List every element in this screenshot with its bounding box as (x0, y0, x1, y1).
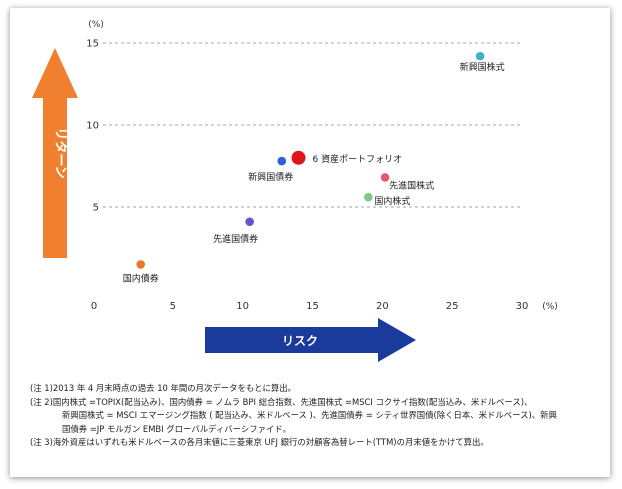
data-point-label: 新興国債券 (248, 171, 293, 183)
chart-card (10, 8, 610, 477)
x-axis-label: リスク (282, 334, 318, 348)
x-tick-label: 15 (306, 301, 319, 312)
data-point-label: 国内債券 (123, 272, 159, 284)
data-point (291, 150, 306, 165)
x-tick-label: 0 (91, 301, 97, 312)
footnote-3: (注 3)海外資産はいずれも米ドルベースの各月末値に三菱東京 UFJ 銀行の対顧… (30, 437, 489, 448)
data-point (136, 260, 146, 269)
risk-arrow (205, 318, 416, 362)
data-point-label: 先進国株式 (389, 179, 434, 191)
data-point-label: 先進国債券 (213, 233, 258, 245)
data-point (277, 156, 287, 166)
return-arrow (32, 48, 78, 258)
footnote-2: (注 2)国内株式 =TOPIX(配当込み)、国内債券 = ノムラ BPI 総合… (30, 396, 533, 407)
x-tick-label: 20 (376, 301, 389, 312)
data-point-label: 新興国株式 (460, 61, 505, 73)
x-axis-unit: (%) (542, 302, 558, 312)
x-tick-label: 25 (446, 301, 459, 312)
data-point (475, 51, 485, 61)
y-tick-label: 5 (93, 203, 99, 214)
footnote-2-cont-1: 新興国株式 = MSCI エマージング指数 ( 配当込み、米ドルベース )、先進… (62, 410, 557, 421)
y-axis-unit: (%) (88, 20, 104, 30)
data-point (364, 192, 373, 202)
y-axis-label: リターン (53, 127, 68, 178)
footnotes: (注 1)2013 年 4 月末時点の過去 10 年間の月次データをもとに算出。… (30, 382, 600, 450)
footnote-2-cont-2: 国債券 =JP モルガン EMBI グローバルディバーシファイド。 (62, 423, 291, 434)
x-tick-label: 30 (516, 301, 529, 312)
x-tick-label: 5 (170, 301, 176, 312)
footnote-1: (注 1)2013 年 4 月末時点の過去 10 年間の月次データをもとに算出。 (30, 383, 296, 393)
data-point-label: 6 資産ポートフォリオ (313, 153, 403, 165)
data-point (245, 217, 254, 227)
data-point (380, 173, 390, 182)
x-tick-label: 10 (236, 301, 249, 312)
y-tick-label: 10 (86, 121, 99, 132)
data-point-label: 国内株式 (374, 195, 410, 207)
y-tick-label: 15 (86, 39, 99, 50)
